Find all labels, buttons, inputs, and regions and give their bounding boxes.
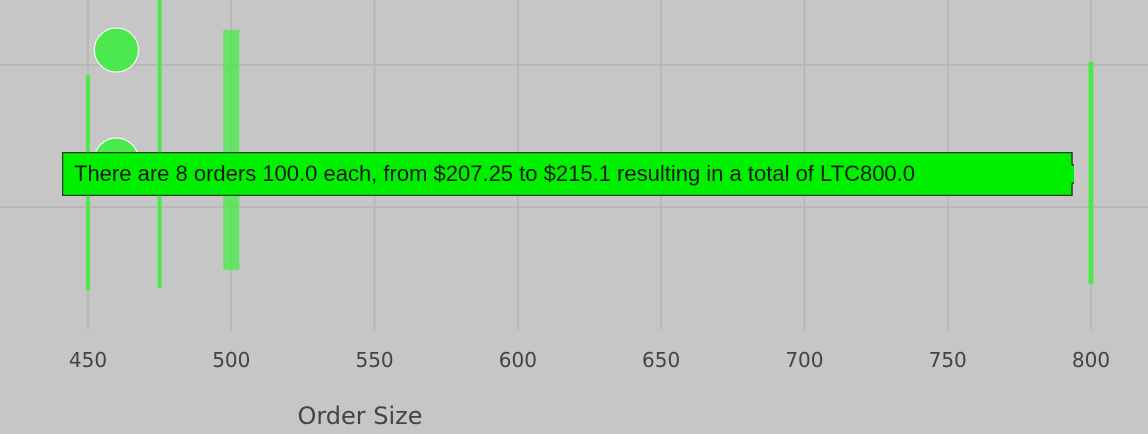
x-tick-label: 700 — [785, 348, 823, 372]
x-tick-label: 450 — [69, 348, 107, 372]
x-axis-ticks: 450 500 550 600 650 700 750 800 — [69, 348, 1110, 372]
x-tick-label: 500 — [212, 348, 250, 372]
tooltip: There are 8 orders 100.0 each, from $207… — [62, 152, 1074, 196]
tooltip-shape — [62, 152, 1074, 196]
bar-mark — [1088, 62, 1094, 284]
x-tick-label: 600 — [499, 348, 537, 372]
x-tick-label: 550 — [355, 348, 393, 372]
tooltip-text: There are 8 orders 100.0 each, from $207… — [74, 161, 916, 186]
x-tick-label: 800 — [1072, 348, 1110, 372]
x-axis-title: Order Size — [297, 402, 422, 430]
bar-mark — [223, 30, 240, 270]
bar-mark — [157, 0, 162, 288]
bubble-point — [93, 27, 139, 73]
data-marks — [86, 0, 1094, 290]
x-tick-label: 750 — [929, 348, 967, 372]
x-tick-label: 650 — [642, 348, 680, 372]
